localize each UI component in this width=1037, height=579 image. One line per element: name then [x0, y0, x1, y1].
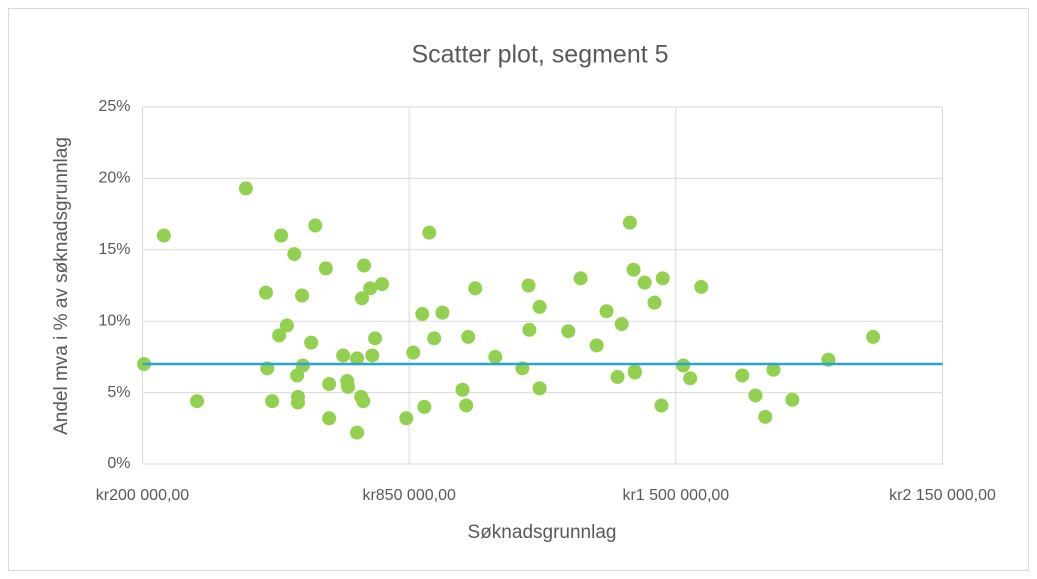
point: [322, 377, 337, 392]
point: [287, 247, 302, 262]
point: [322, 411, 337, 426]
point: [274, 228, 289, 243]
x-axis-title: Søknadsgrunnlag: [468, 522, 617, 543]
point: [647, 295, 662, 310]
point: [350, 425, 365, 440]
point: [238, 181, 253, 196]
point: [683, 371, 698, 386]
point: [422, 225, 437, 240]
point: [265, 394, 280, 409]
point: [614, 317, 629, 332]
y-tick-label: 25%: [98, 98, 130, 115]
x-tick-label: kr200 000,00: [96, 487, 190, 504]
point: [468, 281, 483, 296]
point: [415, 307, 430, 322]
point: [610, 369, 625, 384]
point: [295, 288, 310, 303]
point: [368, 331, 383, 346]
point: [521, 278, 536, 293]
point: [532, 381, 547, 396]
point: [318, 261, 333, 276]
point: [488, 349, 503, 364]
point: [627, 365, 642, 380]
point: [735, 368, 750, 383]
point: [427, 331, 442, 346]
point: [365, 348, 380, 363]
point: [290, 395, 305, 410]
point: [356, 394, 371, 409]
y-tick-label: 10%: [98, 312, 130, 329]
point: [573, 271, 588, 286]
point: [435, 305, 450, 320]
y-tick-label: 20%: [98, 170, 130, 187]
point: [354, 291, 369, 306]
point: [304, 335, 319, 350]
point: [758, 409, 773, 424]
x-tick-label: kr850 000,00: [362, 487, 456, 504]
point: [676, 358, 691, 373]
point: [336, 348, 351, 363]
point: [522, 322, 537, 337]
point: [599, 304, 614, 319]
point: [694, 279, 709, 294]
point: [341, 379, 356, 394]
point: [866, 329, 881, 344]
point: [561, 324, 576, 339]
chart-border: [8, 8, 1029, 571]
y-tick-label: 5%: [107, 384, 130, 401]
point: [417, 399, 432, 414]
point: [363, 281, 378, 296]
point: [626, 262, 641, 277]
point: [455, 382, 470, 397]
y-axis-title: Andel mva i % av søknadsgrunnlag: [51, 137, 72, 435]
point: [279, 318, 294, 333]
point: [156, 228, 171, 243]
point: [622, 215, 637, 230]
point: [308, 218, 323, 233]
point: [459, 398, 474, 413]
x-tick-label: kr2 150 000,00: [889, 487, 996, 504]
point: [532, 299, 547, 314]
point: [654, 398, 669, 413]
point: [461, 329, 476, 344]
point: [748, 388, 763, 403]
point: [637, 275, 652, 290]
point: [190, 394, 205, 409]
point: [766, 362, 781, 377]
point: [785, 392, 800, 407]
point: [655, 271, 670, 286]
point: [357, 258, 372, 273]
y-tick-label: 0%: [107, 455, 130, 472]
y-tick-label: 15%: [98, 241, 130, 258]
point: [589, 338, 604, 353]
point: [406, 345, 421, 360]
point: [272, 328, 287, 343]
point: [375, 277, 390, 292]
point: [295, 358, 310, 373]
x-tick-label: kr1 500 000,00: [622, 487, 729, 504]
point: [399, 411, 414, 426]
chart-title: Scatter plot, segment 5: [411, 41, 668, 69]
point: [350, 351, 365, 366]
point: [258, 285, 273, 300]
